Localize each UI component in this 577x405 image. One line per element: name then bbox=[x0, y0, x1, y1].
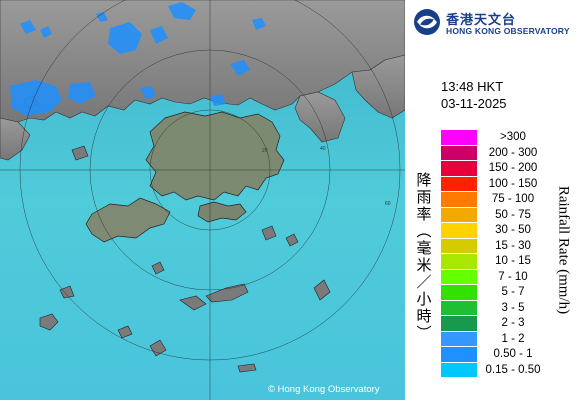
radar-date: 03-11-2025 bbox=[441, 96, 507, 111]
legend-label: 200 - 300 bbox=[488, 146, 538, 159]
legend-swatch bbox=[441, 285, 477, 300]
legend-label: 0.15 - 0.50 bbox=[485, 363, 541, 376]
rain-echoes bbox=[10, 2, 266, 116]
legend-label: 5 - 7 bbox=[501, 286, 525, 298]
outlying-islands bbox=[23, 95, 331, 373]
hong-kong-land bbox=[145, 111, 285, 201]
legend-title-chinese: 降雨率 ︵ 毫米／小時 ︶ bbox=[416, 171, 432, 342]
legend-swatch bbox=[441, 145, 477, 160]
legend-swatch bbox=[441, 207, 477, 222]
radar-time: 13:48 HKT bbox=[441, 79, 504, 94]
legend-swatch bbox=[441, 176, 477, 191]
legend-label: 1 - 2 bbox=[501, 332, 525, 345]
copyright-notice: © Hong Kong Observatory bbox=[268, 384, 380, 395]
legend-label: 100 - 150 bbox=[488, 177, 538, 190]
legend-swatch bbox=[441, 331, 477, 346]
legend-swatch bbox=[441, 223, 477, 238]
hko-name-english: HONG KONG OBSERVATORY bbox=[446, 26, 570, 36]
legend-label: 3 - 5 bbox=[501, 301, 525, 314]
legend-swatch bbox=[441, 269, 477, 284]
legend-title-english-wrapper: Rainfall Rate (mm/h) bbox=[552, 130, 574, 370]
range-ring-label-20: 20 bbox=[262, 148, 268, 154]
legend-label: >300 bbox=[500, 131, 526, 143]
range-ring-label-40: 40 bbox=[320, 146, 326, 152]
legend-swatch bbox=[441, 192, 477, 207]
legend-swatch bbox=[441, 300, 477, 315]
range-rings bbox=[0, 0, 405, 400]
legend-label: 2 - 3 bbox=[501, 317, 525, 329]
legend-swatch bbox=[441, 362, 477, 377]
legend-label: 0.50 - 1 bbox=[493, 348, 533, 360]
legend-label: 10 - 15 bbox=[495, 255, 531, 267]
hko-logo: 香港天文台 HONG KONG OBSERVATORY bbox=[413, 6, 577, 38]
mainland-landmass bbox=[0, 0, 406, 123]
legend-label: 150 - 200 bbox=[488, 162, 538, 174]
legend-label: 15 - 30 bbox=[495, 239, 531, 252]
info-panel: 香港天文台 HONG KONG OBSERVATORY 13:48 HKT 03… bbox=[405, 0, 577, 400]
hko-emblem-icon bbox=[414, 9, 440, 35]
hko-name-chinese: 香港天文台 bbox=[446, 13, 517, 28]
radar-map-canvas: 20 40 60 bbox=[0, 0, 406, 400]
east-peninsula bbox=[294, 91, 346, 143]
legend-swatch bbox=[441, 130, 477, 145]
east-headland bbox=[351, 54, 406, 119]
legend-title-english: Rainfall Rate (mm/h) bbox=[555, 185, 572, 315]
range-ring-label-60: 60 bbox=[385, 201, 391, 207]
radar-map: 20 40 60 © Hong Kong Observatory bbox=[0, 0, 406, 400]
legend-swatch bbox=[441, 161, 477, 176]
legend-label: 75 - 100 bbox=[491, 193, 535, 205]
legend-label: 50 - 75 bbox=[495, 208, 531, 221]
legend-swatch bbox=[441, 238, 477, 253]
legend-swatch bbox=[441, 347, 477, 362]
legend-label: 30 - 50 bbox=[495, 224, 531, 236]
mainland-west-peninsula bbox=[0, 117, 31, 161]
legend-swatch bbox=[441, 316, 477, 331]
lantau-island bbox=[85, 197, 171, 243]
legend-label: 7 - 10 bbox=[498, 270, 528, 283]
legend-swatch bbox=[441, 254, 477, 269]
